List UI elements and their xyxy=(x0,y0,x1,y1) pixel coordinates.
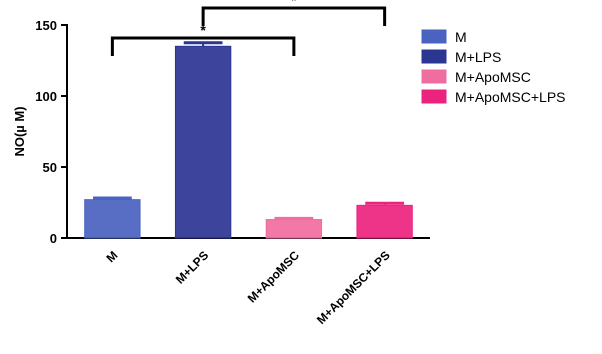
legend-label: M+ApoMSC xyxy=(455,69,531,85)
bars xyxy=(84,41,413,239)
y-tick-label: 50 xyxy=(43,160,57,175)
legend-swatch xyxy=(421,69,447,84)
y-axis-ticks: 0 50 100 150 xyxy=(35,18,67,246)
legend-swatch xyxy=(421,29,447,44)
significance-star: * xyxy=(200,22,206,38)
legend-swatch xyxy=(421,49,447,64)
legend: M M+LPS M+ApoMSC M+ApoMSC+LPS xyxy=(421,29,566,105)
y-tick-label: 150 xyxy=(35,18,57,33)
y-axis-title: NO(µ M) xyxy=(12,106,27,156)
legend-swatch xyxy=(421,89,447,104)
legend-label: M+LPS xyxy=(455,49,501,65)
x-category-label: M+LPS xyxy=(173,248,211,286)
significance-bracket xyxy=(201,6,387,26)
legend-label: M xyxy=(455,29,467,45)
y-tick-label: 100 xyxy=(35,89,57,104)
significance-star: * xyxy=(291,0,297,8)
significance-brackets: ** xyxy=(110,0,387,56)
y-tick-label: 0 xyxy=(50,231,57,246)
x-category-label: M xyxy=(104,248,121,265)
bar-m-plus-apomsc-plus-lps xyxy=(356,204,413,239)
x-category-label: M+ApoMSC xyxy=(245,248,303,306)
significance-bracket xyxy=(110,36,296,56)
bar-m xyxy=(84,199,141,239)
bar-m-plus-lps xyxy=(174,45,232,239)
x-axis-category-labels: M M+LPS M+ApoMSC M+ApoMSC+LPS xyxy=(104,248,393,327)
bar-m-plus-apomsc xyxy=(265,219,323,239)
x-category-label: M+ApoMSC+LPS xyxy=(314,248,393,327)
legend-label: M+ApoMSC+LPS xyxy=(455,89,566,105)
